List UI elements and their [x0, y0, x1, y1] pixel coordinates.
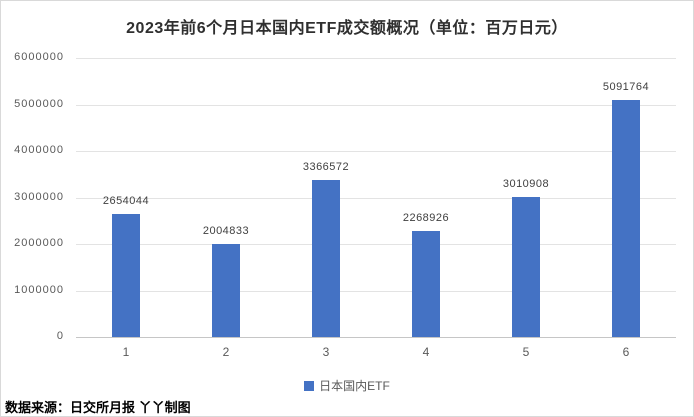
bar-value-label: 2654044	[102, 194, 150, 207]
y-axis-tick-label: 2000000	[14, 237, 64, 249]
bar-value-label: 3010908	[502, 177, 550, 190]
bar-value-label: 2268926	[402, 212, 450, 225]
x-axis-tick-label: 4	[422, 345, 430, 359]
gridline	[76, 290, 676, 292]
bar-month-4	[412, 231, 440, 337]
legend: 日本国内ETF	[1, 377, 693, 394]
source-note: 数据来源：日交所月报 丫丫制图	[5, 400, 191, 415]
bar-month-2	[212, 243, 240, 337]
y-axis-tick-label: 3000000	[14, 190, 64, 203]
y-axis-tick-label: 5000000	[14, 97, 64, 110]
x-axis-tick-label: 2	[222, 345, 230, 359]
legend-swatch-icon	[304, 380, 315, 391]
y-axis-tick-label: 4000000	[14, 144, 64, 156]
y-axis-tick-label: 6000000	[14, 51, 64, 63]
bar-value-label: 5091764	[602, 81, 650, 94]
gridline	[76, 197, 676, 199]
bar-month-3	[312, 180, 340, 337]
bar-value-label: 2004833	[202, 224, 250, 237]
x-axis-line	[76, 337, 676, 338]
x-axis-tick-label: 5	[522, 345, 530, 359]
gridline	[76, 151, 676, 152]
x-axis-tick-label: 1	[122, 345, 130, 359]
y-axis-tick-label: 1000000	[14, 283, 64, 296]
x-axis-tick-label: 6	[622, 345, 630, 359]
gridline	[76, 244, 676, 245]
bar-month-1	[112, 213, 140, 337]
bar-value-label: 3366572	[302, 161, 350, 174]
x-axis-tick-label: 3	[322, 345, 330, 359]
gridline	[76, 58, 676, 59]
legend-label: 日本国内ETF	[319, 379, 390, 393]
bar-month-6	[612, 100, 640, 337]
y-axis-tick-label: 0	[56, 330, 64, 342]
chart-title: 2023年前6个月日本国内ETF成交额概况（单位：百万日元）	[126, 20, 568, 37]
gridline	[76, 104, 676, 106]
bar-month-5	[512, 196, 540, 337]
